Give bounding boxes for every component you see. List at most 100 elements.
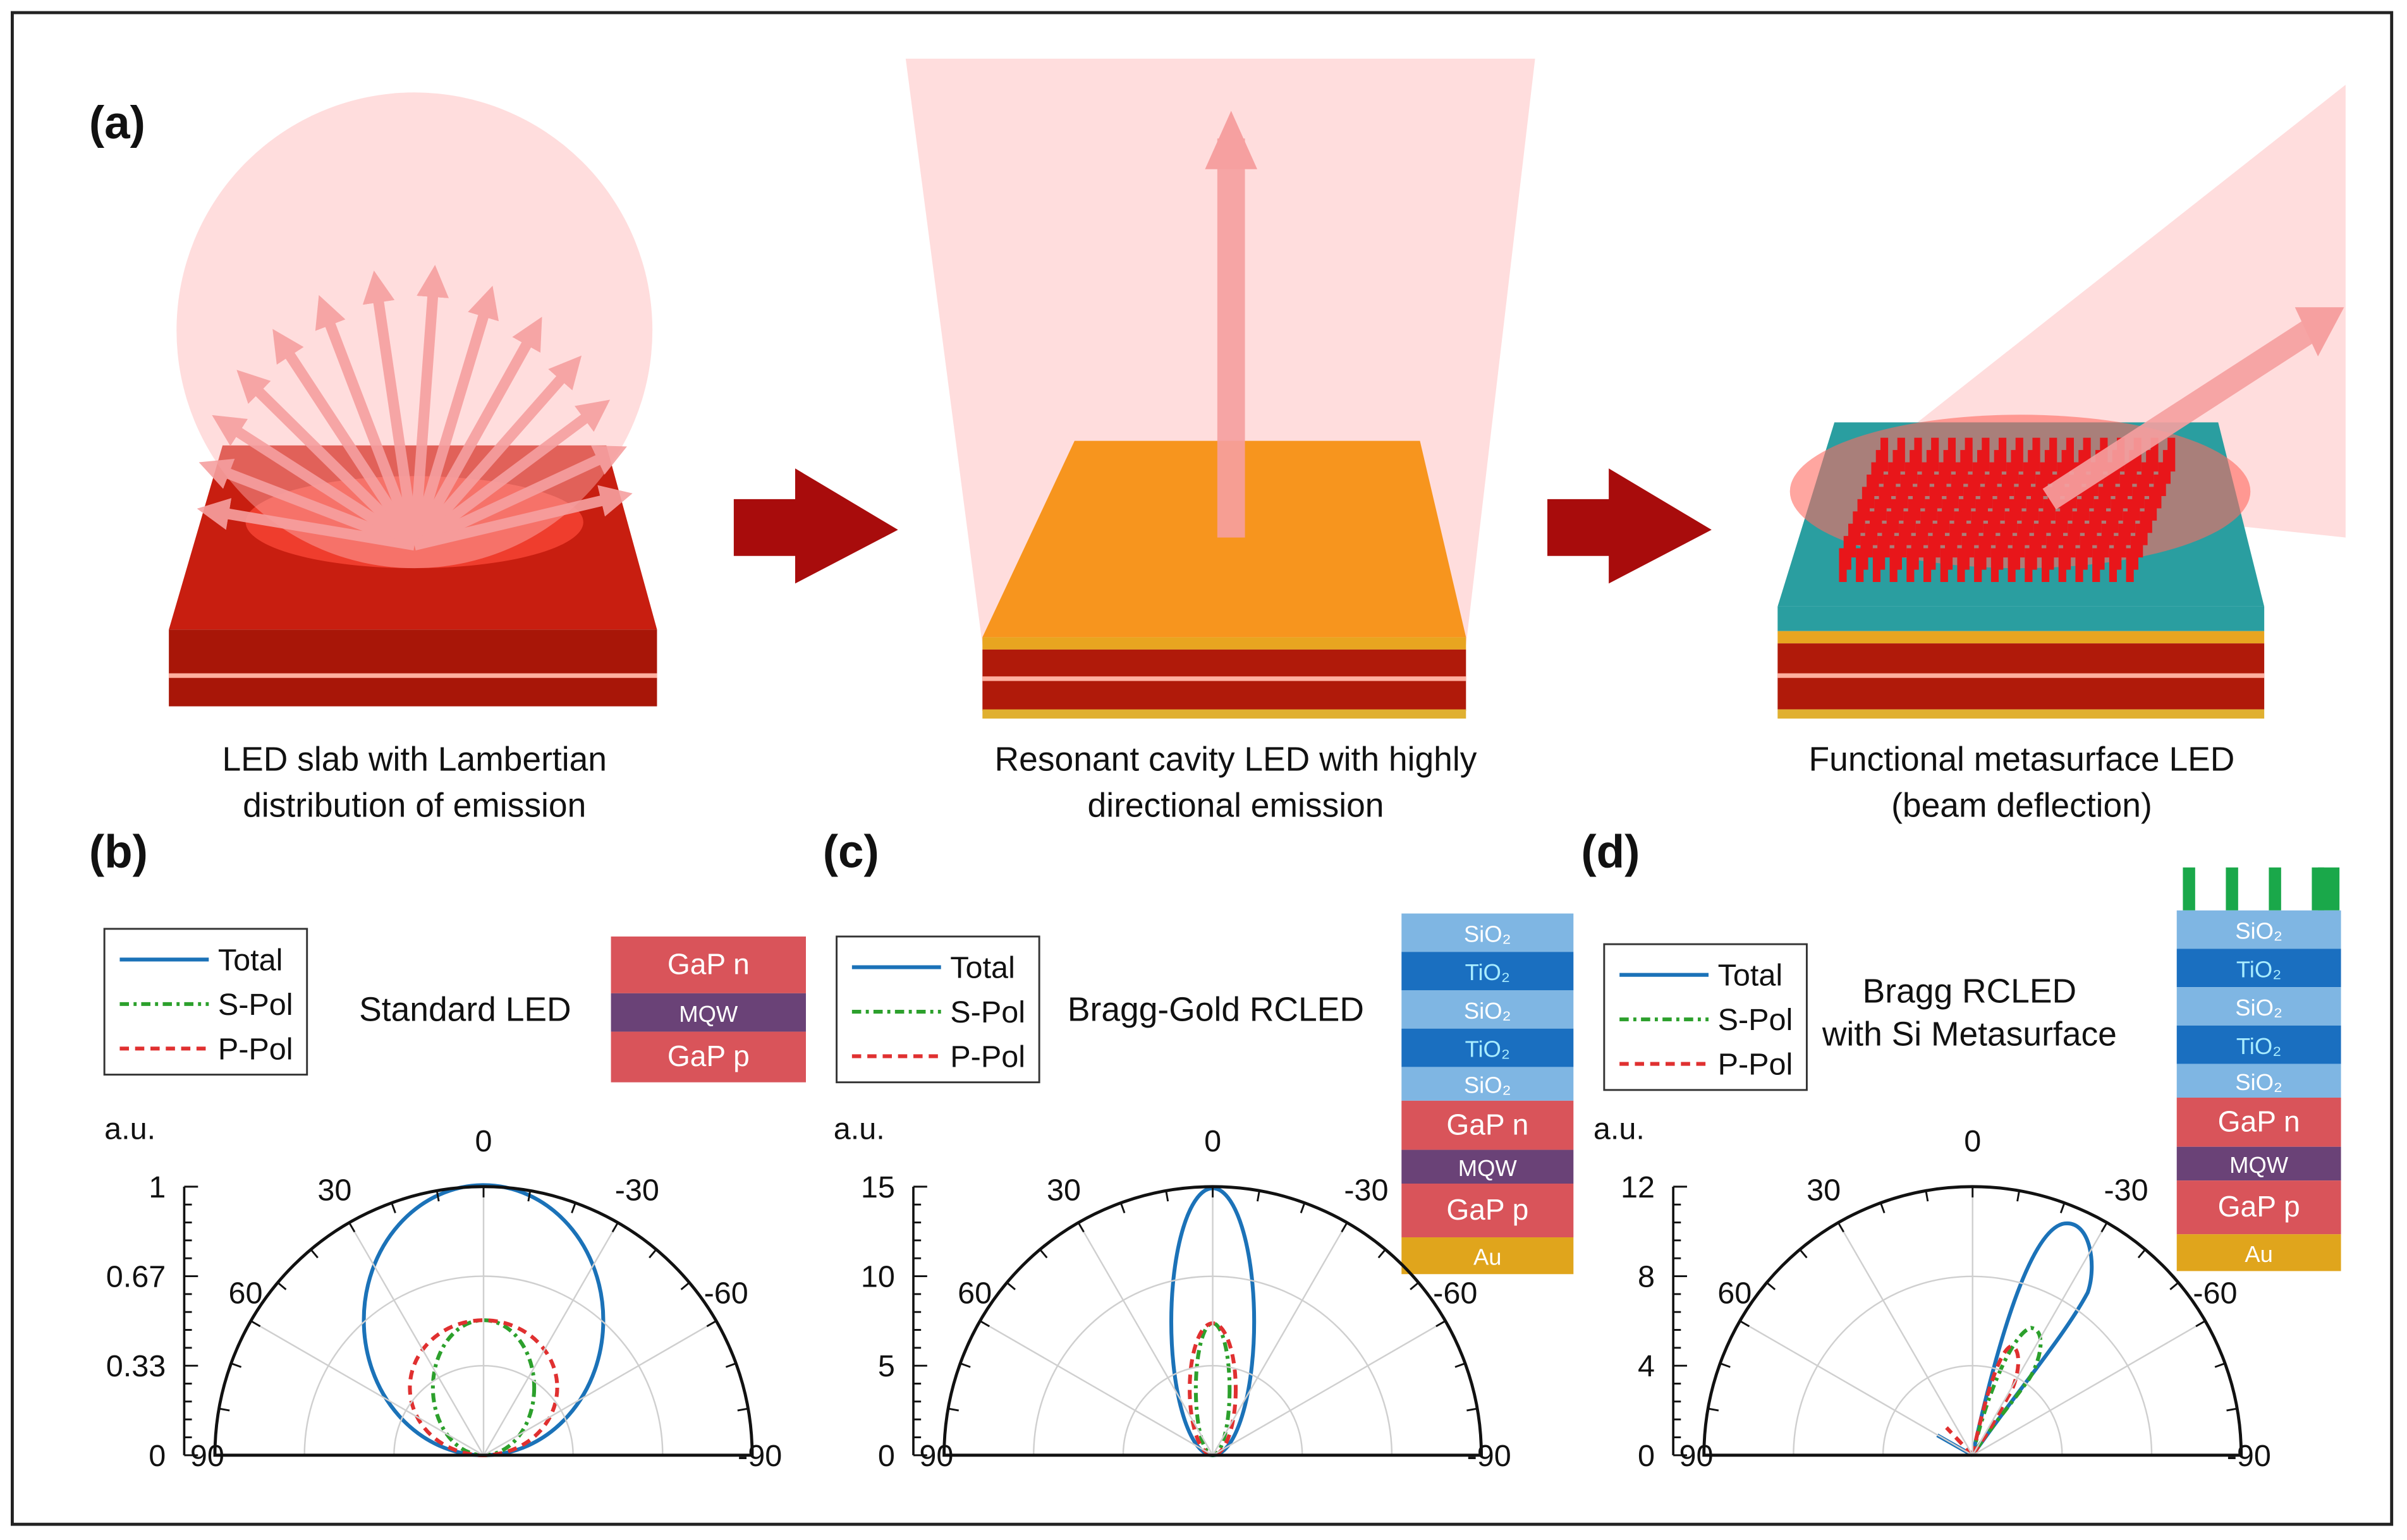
layer-label: GaP p xyxy=(2218,1190,2300,1223)
angle-label: -30 xyxy=(2104,1173,2148,1208)
panel-label: (d) xyxy=(1581,827,1640,878)
angle-tick xyxy=(1454,1362,1466,1368)
layer xyxy=(611,993,806,1032)
layer-label: GaP p xyxy=(667,1040,750,1072)
ray xyxy=(409,286,499,547)
radial-tick-label: 4 xyxy=(1638,1349,1655,1383)
angle-tick xyxy=(680,1282,690,1290)
angle-tick xyxy=(1799,1249,1808,1259)
angle-tick xyxy=(1119,1202,1126,1213)
grid-spoke xyxy=(482,1222,619,1456)
grid-spoke xyxy=(250,1320,484,1456)
unit-label: a.u. xyxy=(834,1112,885,1146)
layer-label: SiO₂ xyxy=(1464,998,1511,1024)
angle-label: 30 xyxy=(317,1173,351,1208)
pillar xyxy=(1872,548,1880,582)
angle-tick xyxy=(1006,1282,1016,1290)
angle-tick xyxy=(2226,1407,2238,1412)
layer-label: SiO₂ xyxy=(1464,1072,1511,1098)
layer xyxy=(1401,1067,1574,1101)
panel-title: Standard LED xyxy=(359,991,571,1029)
angle-tick xyxy=(960,1362,971,1368)
angle-tick xyxy=(1719,1362,1731,1368)
lambertian-led xyxy=(169,92,657,706)
layer xyxy=(1401,1237,1574,1275)
angle-tick xyxy=(2195,1320,2206,1328)
grid-spoke xyxy=(348,1222,485,1456)
angle-tick xyxy=(277,1282,287,1290)
angle-tick xyxy=(649,1249,657,1259)
si-pillar xyxy=(2318,867,2340,911)
angle-tick xyxy=(725,1362,736,1368)
layer xyxy=(1401,913,1574,952)
grid-spoke xyxy=(1740,1320,1973,1456)
layer-label: SiO₂ xyxy=(2235,1069,2282,1095)
pillar xyxy=(2042,548,2050,582)
angle-tick xyxy=(231,1362,242,1368)
angle-label: -60 xyxy=(2193,1276,2237,1310)
pillar xyxy=(1957,548,1965,582)
panel-label: (c) xyxy=(823,827,879,878)
radial-tick-label: 15 xyxy=(861,1170,895,1204)
ray xyxy=(409,265,449,546)
layer-label: TiO₂ xyxy=(2236,1033,2281,1059)
layer-label: TiO₂ xyxy=(1465,959,1510,985)
angle-tick xyxy=(1466,1407,1478,1412)
panel-label: (a) xyxy=(89,97,145,149)
pillar xyxy=(2058,548,2066,582)
angle-label: 0 xyxy=(1204,1124,1221,1158)
angle-tick xyxy=(250,1320,261,1328)
grid-spoke xyxy=(1212,1320,1446,1456)
angle-label: 0 xyxy=(1964,1124,1981,1158)
layer xyxy=(2176,1180,2341,1235)
caption: LED slab with Lambertian xyxy=(222,741,607,779)
panel-title: Bragg-Gold RCLED xyxy=(1068,991,1364,1029)
pillar xyxy=(1940,548,1948,582)
pillar xyxy=(2126,548,2134,582)
angle-label: 60 xyxy=(229,1276,263,1310)
radial-tick-label: 0.33 xyxy=(106,1349,166,1383)
legend-label: P-Pol xyxy=(218,1032,293,1066)
ray xyxy=(197,498,416,551)
layer-label: MQW xyxy=(679,1001,738,1027)
angle-tick xyxy=(527,1191,532,1202)
layer xyxy=(611,937,806,993)
angle-tick xyxy=(1300,1202,1306,1213)
si-pillar xyxy=(2226,867,2238,911)
angle-tick xyxy=(2137,1249,2147,1259)
grid-spoke xyxy=(1837,1222,1973,1456)
panel-title: Bragg RCLED xyxy=(1863,973,2076,1010)
pillar xyxy=(1889,548,1898,582)
pillar xyxy=(2008,548,2016,582)
angle-tick xyxy=(1766,1282,1776,1290)
angle-tick xyxy=(219,1407,230,1412)
radial-tick-label: 0 xyxy=(149,1439,166,1473)
unit-label: a.u. xyxy=(104,1112,155,1146)
angle-tick xyxy=(948,1407,960,1412)
pillar xyxy=(2092,548,2100,582)
angle-tick xyxy=(1410,1282,1420,1290)
layer-label: MQW xyxy=(1458,1155,1518,1181)
grid-spoke xyxy=(1972,1320,2206,1456)
layer-label: GaP n xyxy=(667,948,750,981)
angle-label: -30 xyxy=(1344,1173,1388,1208)
angle-label: 0 xyxy=(475,1124,492,1158)
pillar xyxy=(2109,548,2117,582)
caption: directional emission xyxy=(1088,787,1384,825)
layer xyxy=(1401,952,1574,990)
legend-label: P-Pol xyxy=(1718,1048,1793,1082)
legend-label: S-Pol xyxy=(218,988,293,1022)
polar-outline xyxy=(942,1185,1484,1457)
layer-label: Au xyxy=(2245,1241,2273,1267)
angle-tick xyxy=(391,1202,396,1213)
layer xyxy=(1401,1100,1574,1150)
layer-label: MQW xyxy=(2229,1152,2289,1178)
ray xyxy=(410,355,582,549)
panel-label: (b) xyxy=(89,827,148,878)
layer xyxy=(1401,1028,1574,1067)
ray xyxy=(212,415,418,550)
rcled xyxy=(905,58,1535,719)
angle-label: -60 xyxy=(1433,1276,1477,1310)
ray xyxy=(411,399,611,550)
pillar xyxy=(2025,548,2033,582)
